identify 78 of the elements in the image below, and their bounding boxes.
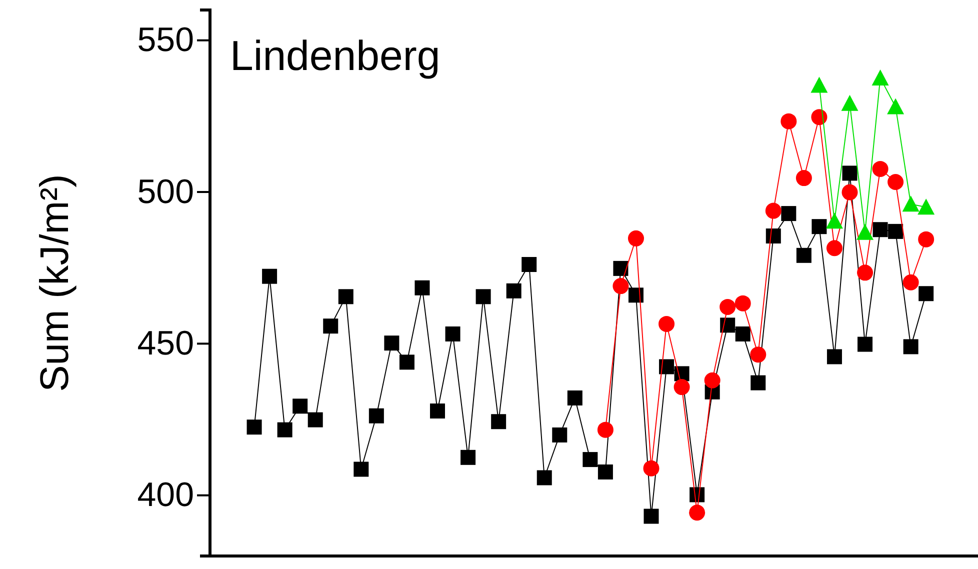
point — [445, 326, 460, 342]
point — [491, 414, 506, 430]
point — [841, 94, 858, 111]
point — [384, 336, 400, 351]
point — [476, 289, 491, 304]
point — [826, 240, 842, 256]
point — [460, 450, 476, 465]
point — [430, 404, 445, 419]
point — [826, 212, 843, 229]
point — [780, 113, 797, 130]
y-axis-title: Sum (kJ/m²) — [33, 174, 77, 392]
point — [842, 184, 858, 200]
point — [674, 379, 690, 396]
point — [887, 98, 904, 114]
point — [781, 206, 796, 222]
point — [888, 224, 904, 239]
point — [368, 408, 384, 424]
point — [918, 198, 935, 215]
point — [399, 354, 414, 370]
point — [612, 278, 629, 294]
point — [810, 76, 828, 93]
point — [765, 202, 782, 219]
point — [750, 375, 766, 390]
y-tick-label: 550 — [137, 21, 194, 60]
point — [796, 170, 812, 186]
point — [796, 248, 812, 263]
point — [414, 280, 430, 296]
text: Lindenberg — [230, 32, 440, 79]
point — [704, 372, 720, 388]
point — [857, 264, 874, 281]
point — [826, 349, 842, 364]
point — [262, 268, 278, 284]
point — [552, 427, 568, 442]
point — [597, 422, 614, 438]
point — [872, 69, 889, 86]
point — [734, 295, 751, 312]
point — [246, 420, 262, 435]
point — [628, 230, 644, 246]
point — [567, 390, 582, 406]
point — [338, 289, 354, 304]
point — [689, 504, 706, 521]
point — [902, 196, 920, 212]
point — [766, 228, 781, 244]
point — [872, 160, 888, 177]
point — [628, 288, 644, 303]
point — [643, 460, 660, 476]
point — [506, 283, 522, 298]
point — [812, 219, 827, 234]
point — [659, 359, 674, 374]
point — [277, 422, 292, 438]
point — [735, 326, 750, 342]
point — [522, 256, 537, 272]
point — [536, 470, 552, 486]
point — [644, 508, 659, 524]
y-tick-label: 500 — [137, 172, 194, 211]
point — [872, 222, 888, 238]
point — [902, 274, 919, 290]
point — [354, 462, 369, 477]
point — [582, 452, 598, 468]
point — [903, 339, 918, 354]
point — [292, 398, 308, 414]
point — [720, 298, 736, 315]
y-tick-label: 400 — [137, 476, 194, 514]
point — [720, 318, 736, 333]
point — [613, 260, 628, 276]
point — [856, 224, 874, 240]
point — [918, 286, 934, 302]
point — [918, 231, 934, 248]
point — [888, 174, 904, 190]
point — [842, 166, 858, 181]
y-tick-label: 450 — [137, 324, 194, 363]
point — [308, 412, 323, 428]
point — [598, 464, 613, 480]
point — [323, 318, 338, 334]
point — [750, 346, 766, 363]
point — [658, 316, 675, 332]
point — [811, 109, 828, 126]
point — [858, 336, 873, 352]
